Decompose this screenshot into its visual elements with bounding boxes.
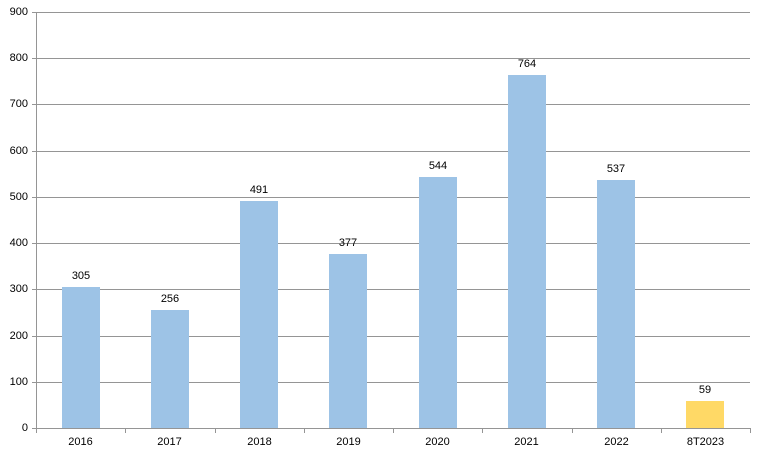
x-axis-category-label-2016: 2016: [68, 436, 93, 448]
gridline: [36, 336, 750, 337]
bar-2021: [508, 75, 546, 428]
gridline: [36, 197, 750, 198]
x-axis-category-label-2019: 2019: [336, 436, 361, 448]
bar-value-label-2016: 305: [71, 270, 91, 282]
x-axis-category-label-2022: 2022: [604, 436, 629, 448]
y-axis-tick-label: 800: [9, 52, 28, 64]
bar-2022: [597, 180, 635, 428]
bar-value-label-2017: 256: [160, 293, 180, 305]
bar-2018: [240, 201, 278, 428]
y-axis-tick: [32, 336, 36, 337]
y-axis-tick: [32, 12, 36, 13]
y-axis-tick: [32, 243, 36, 244]
y-axis-line: [36, 12, 37, 428]
gridline: [36, 243, 750, 244]
bar-2019: [329, 254, 367, 428]
y-axis-tick: [32, 382, 36, 383]
bar-2016: [62, 287, 100, 428]
y-axis-tick: [32, 58, 36, 59]
x-axis-tick: [36, 429, 37, 433]
x-axis-category-label-8T2023: 8T2023: [686, 436, 725, 448]
y-axis-tick: [32, 104, 36, 105]
bar-value-label-2021: 764: [517, 58, 537, 70]
x-axis-tick: [661, 429, 662, 433]
x-axis-tick: [572, 429, 573, 433]
bar-2017: [151, 310, 189, 428]
gridline: [36, 104, 750, 105]
bar-2020: [419, 177, 457, 428]
bar-value-label-2018: 491: [249, 184, 269, 196]
x-axis-category-label-2021: 2021: [514, 436, 539, 448]
x-axis-tick: [125, 429, 126, 433]
x-axis-line: [36, 428, 751, 429]
x-axis-tick: [393, 429, 394, 433]
x-axis-tick: [304, 429, 305, 433]
gridline: [36, 12, 750, 13]
y-axis-tick-label: 100: [9, 376, 28, 388]
y-axis-tick-label: 400: [9, 237, 28, 249]
y-axis-tick-label: 0: [21, 422, 28, 434]
bar-value-label-8T2023: 59: [698, 384, 712, 396]
gridline: [36, 289, 750, 290]
bar-value-label-2020: 544: [428, 160, 448, 172]
x-axis-category-label-2020: 2020: [425, 436, 450, 448]
x-axis-category-label-2017: 2017: [157, 436, 182, 448]
x-axis-tick: [750, 429, 751, 433]
y-axis-tick: [32, 151, 36, 152]
x-axis-tick: [482, 429, 483, 433]
x-axis-tick: [215, 429, 216, 433]
gridline: [36, 58, 750, 59]
bar-value-label-2019: 377: [338, 237, 358, 249]
gridline: [36, 151, 750, 152]
y-axis-tick: [32, 289, 36, 290]
y-axis-tick: [32, 197, 36, 198]
y-axis-tick-label: 300: [9, 283, 28, 295]
y-axis-tick-label: 600: [9, 145, 28, 157]
y-axis-tick-label: 500: [9, 191, 28, 203]
gridline: [36, 382, 750, 383]
y-axis-tick: [32, 428, 36, 429]
y-axis-tick-label: 200: [9, 330, 28, 342]
x-axis-category-label-2018: 2018: [247, 436, 272, 448]
y-axis-tick-label: 900: [9, 6, 28, 18]
bar-value-label-2022: 537: [606, 163, 626, 175]
bar-8T2023: [686, 401, 724, 428]
y-axis-tick-label: 700: [9, 98, 28, 110]
